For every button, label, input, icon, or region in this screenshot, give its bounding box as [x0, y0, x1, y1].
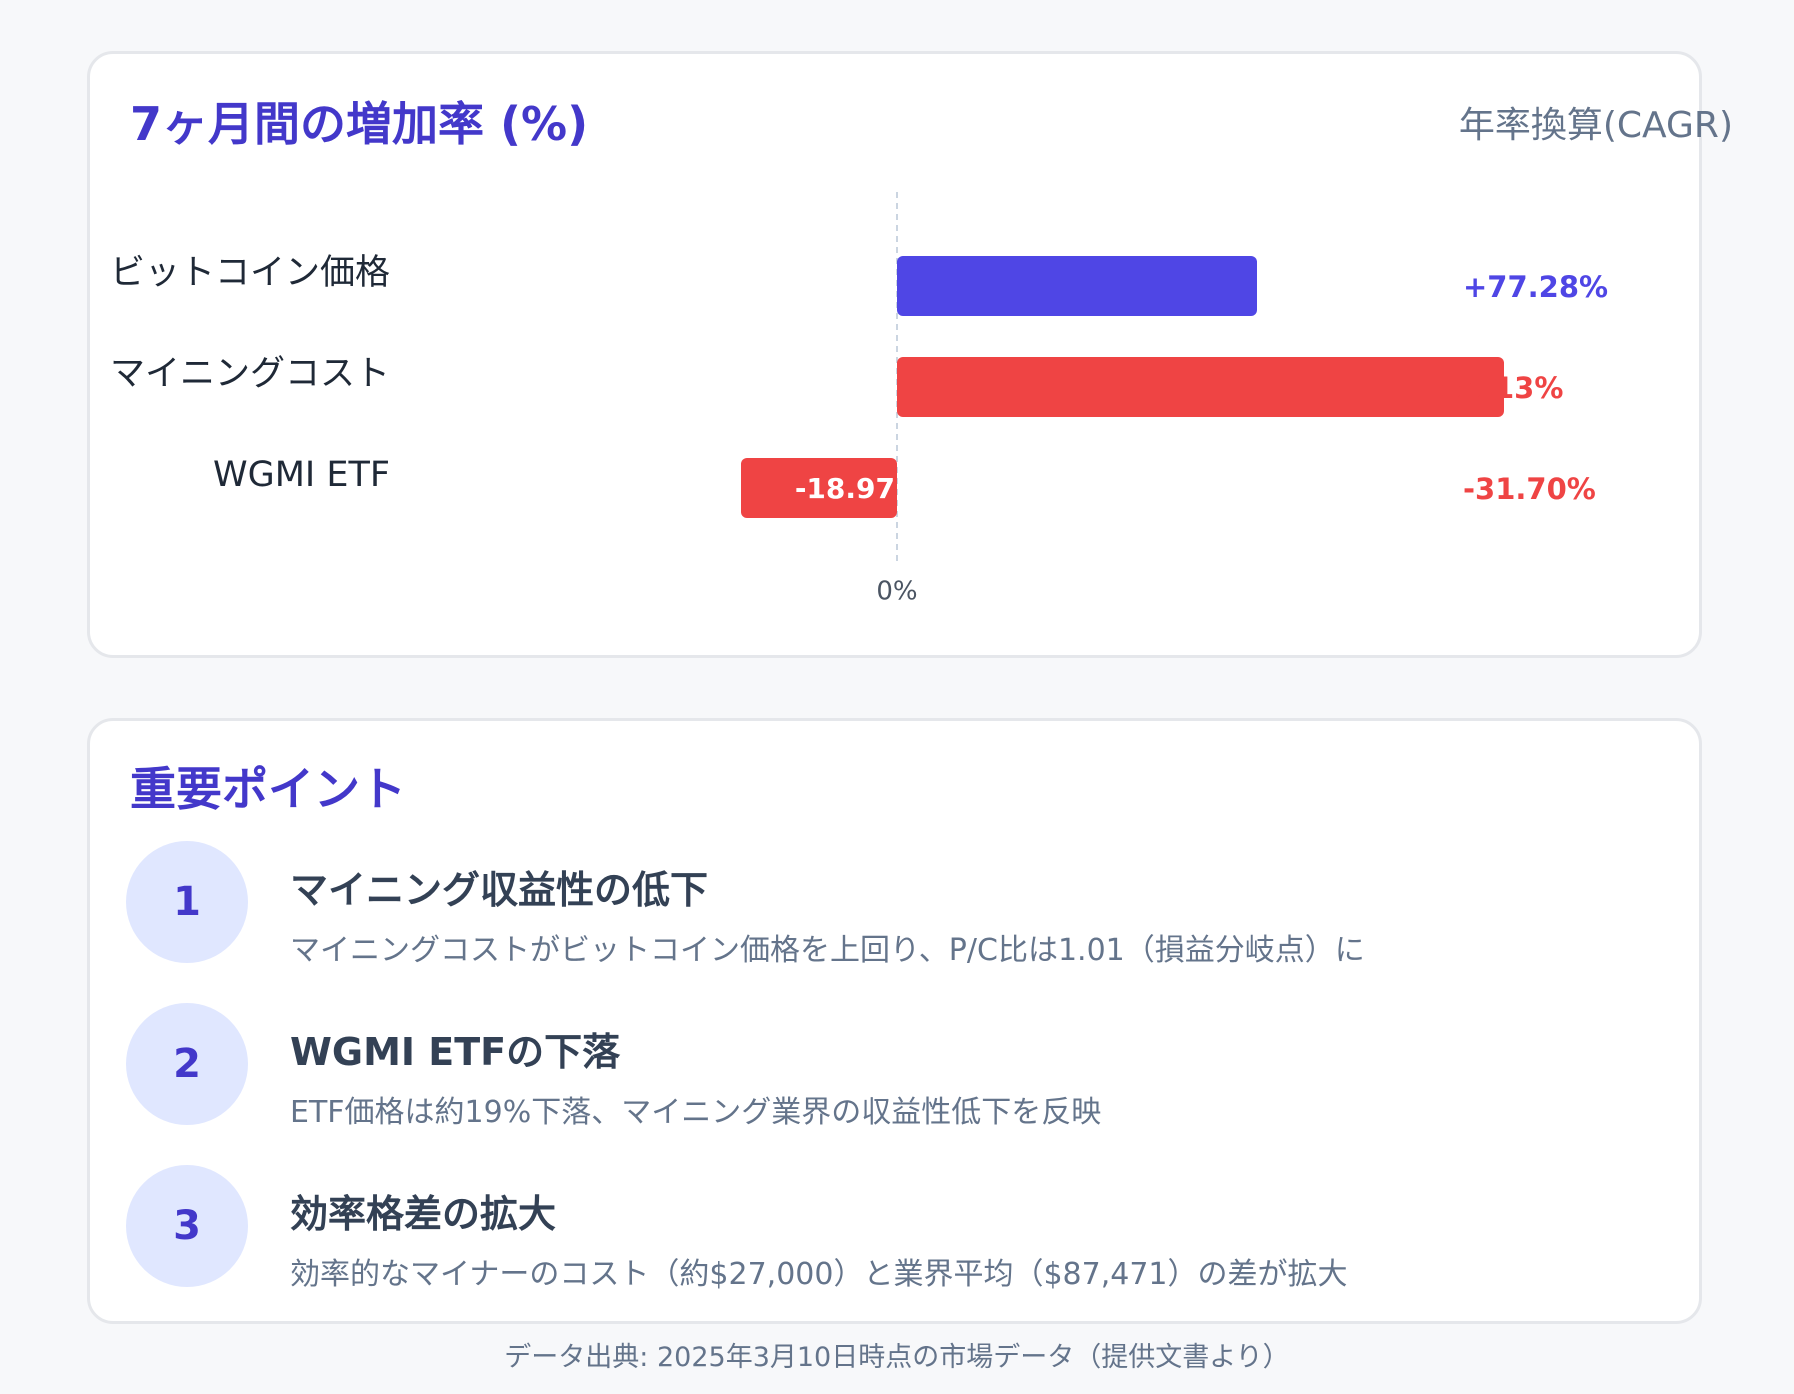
x-axis-tick: 0% [876, 577, 917, 607]
cagr-column-label: 年率換算(CAGR) [1458, 105, 1733, 146]
point-number-badge: 3 [126, 1165, 248, 1287]
point-title: マイニング収益性の低下 [290, 868, 709, 912]
key-point-item: 2 WGMI ETFの下落 ETF価格は約19%下落、マイニング業界の収益性低下… [126, 1003, 1626, 1130]
point-title: 効率格差の拡大 [290, 1192, 557, 1236]
growth-chart-card: 7ヶ月間の増加率 (%) 年率換算(CAGR) ビットコイン価格 +77.28% マ… [87, 51, 1733, 658]
bar-value-label: -18.97 [795, 472, 895, 505]
category-label: WGMI ETF [213, 455, 390, 495]
point-description: ETF価格は約19%下落、マイニング業界の収益性低下を反映 [290, 1095, 1102, 1130]
key-point-item: 1 マイニング収益性の低下 マイニングコストがビットコイン価格を上回り、P/C比… [126, 841, 1626, 968]
point-description: マイニングコストがビットコイン価格を上回り、P/C比は1.01（損益分岐点）に [290, 933, 1365, 968]
key-point-item: 3 効率格差の拡大 効率的なマイナーのコスト（約$27,000）と業界平均（$8… [126, 1165, 1626, 1292]
point-number-badge: 1 [126, 841, 248, 963]
point-title: WGMI ETFの下落 [290, 1030, 621, 1074]
bar-chart: ビットコイン価格 +77.28% マイニングコスト 55.13% WGMI ETF -18… [110, 192, 1608, 607]
category-label: マイニングコスト [110, 354, 390, 394]
bar [897, 256, 1257, 316]
bar [897, 357, 1504, 417]
cagr-value: 55.13% [1443, 371, 1564, 405]
key-points-card: 重要ポイント 1 マイニング収益性の低下 マイニングコストがビットコイン価格を上… [87, 718, 1702, 1324]
category-label: ビットコイン価格 [110, 253, 390, 293]
point-description: 効率的なマイナーのコスト（約$27,000）と業界平均（$87,471）の差が拡… [290, 1257, 1348, 1292]
bar [741, 458, 897, 518]
key-points-title: 重要ポイント [130, 762, 406, 816]
point-number-badge: 2 [126, 1003, 248, 1125]
chart-title: 7ヶ月間の増加率 (%) [130, 97, 589, 151]
data-source-note: データ出典: 2025年3月10日時点の市場データ（提供文書より） [504, 1342, 1290, 1373]
cagr-value: -31.70% [1463, 472, 1596, 506]
cagr-value: +77.28% [1463, 270, 1608, 304]
